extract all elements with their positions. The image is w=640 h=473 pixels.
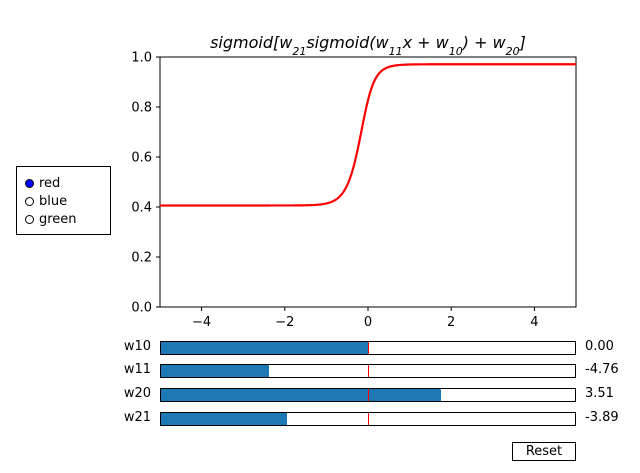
slider-label: w20 — [123, 386, 151, 401]
slider-value: 0.00 — [585, 339, 614, 354]
slider-label: w21 — [123, 410, 151, 425]
y-tick-label: 0.0 — [131, 301, 152, 316]
slider-fill — [161, 342, 368, 354]
series-line — [160, 63, 576, 207]
x-tick-label: 0 — [364, 315, 372, 330]
slider-label: w10 — [123, 339, 151, 354]
slider-track[interactable] — [160, 341, 576, 355]
radio-option-red[interactable]: red — [25, 174, 60, 192]
slider-fill — [161, 389, 441, 401]
radio-circle-icon — [25, 178, 34, 188]
slider-track[interactable] — [160, 364, 576, 378]
slider-initial-marker — [368, 365, 369, 377]
sigmoid-chart: sigmoid[w21sigmoid(w11x + w10) + w20] −4… — [131, 33, 577, 330]
x-tick-label: 2 — [447, 315, 455, 330]
slider-label: w11 — [123, 362, 151, 377]
slider-w21: w21 -3.89 — [0, 410, 640, 426]
slider-w10: w10 0.00 — [0, 339, 640, 355]
x-tick-label: −4 — [192, 315, 211, 330]
y-tick-label: 0.8 — [131, 101, 152, 116]
y-tick-label: 1.0 — [131, 51, 152, 66]
slider-fill — [161, 365, 270, 377]
slider-track[interactable] — [160, 388, 576, 402]
y-tick-label: 0.6 — [131, 151, 152, 166]
radio-label: blue — [39, 193, 68, 209]
color-radio-group: red blue green — [16, 166, 111, 235]
slider-initial-marker — [368, 342, 369, 354]
x-tick-label: 4 — [530, 315, 538, 330]
radio-option-blue[interactable]: blue — [25, 192, 67, 210]
y-tick-label: 0.2 — [131, 251, 152, 266]
slider-initial-marker — [368, 389, 369, 401]
radio-circle-icon — [25, 196, 34, 206]
plot-frame — [159, 56, 577, 308]
radio-label: green — [39, 211, 77, 227]
slider-w20: w20 3.51 — [0, 386, 640, 402]
slider-track[interactable] — [160, 412, 576, 426]
slider-value: 3.51 — [585, 386, 614, 401]
slider-w11: w11 -4.76 — [0, 362, 640, 378]
chart-title: sigmoid[w21sigmoid(w11x + w10) + w20] — [210, 33, 526, 58]
slider-value: -4.76 — [585, 362, 619, 377]
reset-button[interactable]: Reset — [512, 442, 576, 461]
y-tick-label: 0.4 — [131, 201, 152, 216]
slider-initial-marker — [368, 413, 369, 425]
x-tick-label: −2 — [275, 315, 294, 330]
radio-label: red — [39, 175, 61, 191]
radio-option-green[interactable]: green — [25, 210, 77, 228]
slider-value: -3.89 — [585, 410, 619, 425]
radio-circle-icon — [25, 214, 34, 224]
slider-fill — [161, 413, 288, 425]
